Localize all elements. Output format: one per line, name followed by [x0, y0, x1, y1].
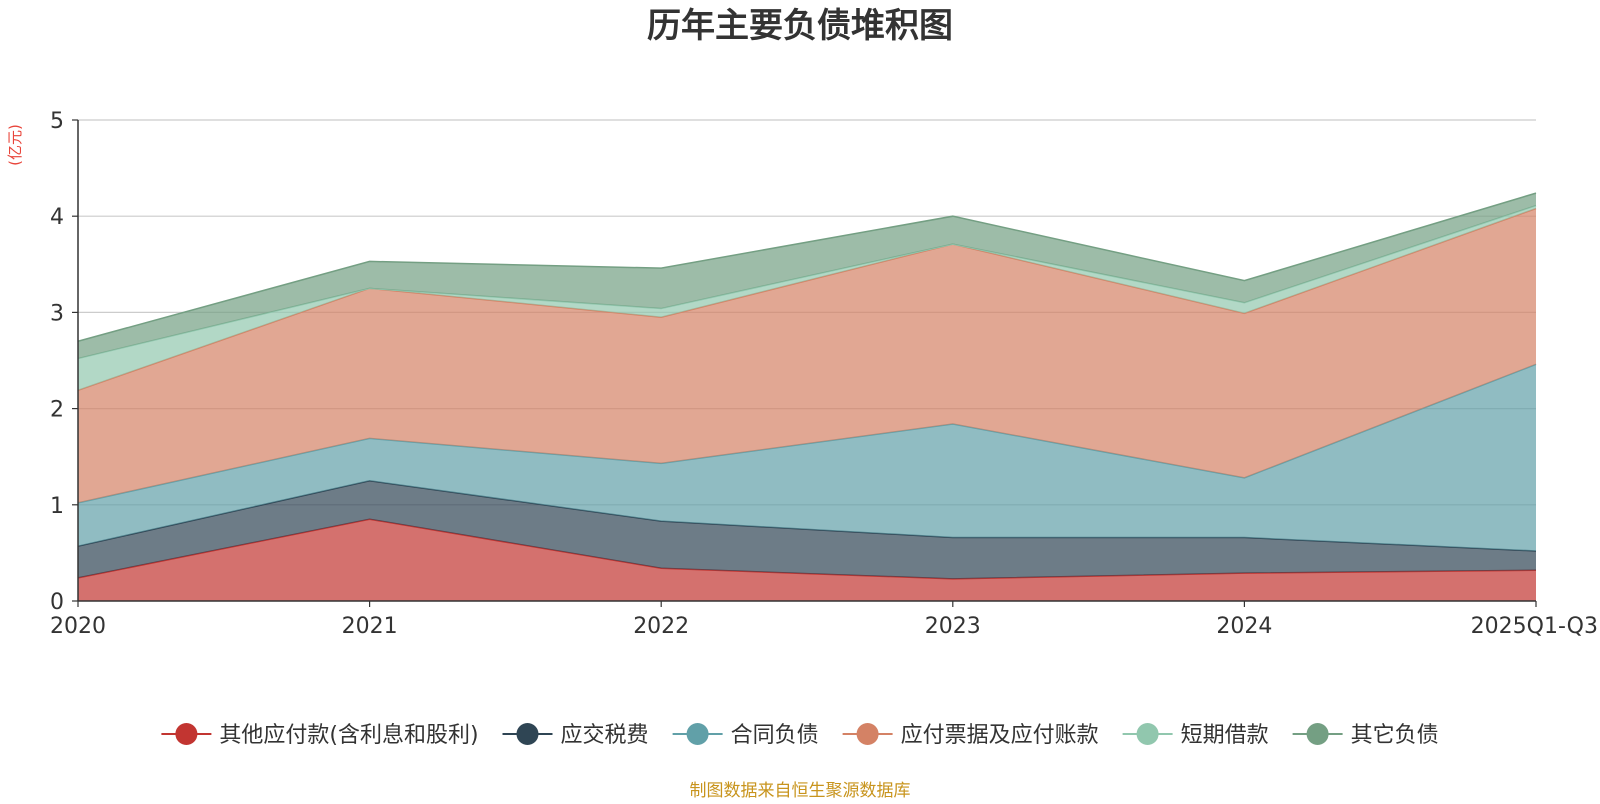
legend-item-1[interactable]: 应交税费	[502, 723, 649, 748]
legend-circle-icon	[1136, 723, 1159, 745]
area-series-0[interactable]	[78, 519, 1536, 601]
legend-circle-icon	[1306, 723, 1329, 745]
area-series-5[interactable]	[78, 193, 1536, 359]
y-tick-label: 4	[50, 205, 64, 230]
legend-label: 短期借款	[1181, 723, 1269, 748]
y-tick-label: 2	[50, 398, 64, 423]
y-tick-label: 3	[50, 301, 64, 326]
legend-label: 其他应付款(含利息和股利)	[219, 723, 478, 748]
y-tick-label: 5	[50, 109, 64, 134]
x-tick-label: 2023	[925, 614, 981, 639]
legend-item-0[interactable]: 其他应付款(含利息和股利)	[161, 723, 479, 748]
y-tick-label: 0	[50, 590, 64, 615]
area-series-3[interactable]	[78, 208, 1536, 503]
legend-label: 合同负债	[731, 723, 819, 748]
legend-item-3[interactable]: 应付票据及应付账款	[842, 723, 1099, 748]
legend-item-2[interactable]: 合同负债	[672, 723, 819, 748]
chart-title: 历年主要负债堆积图	[647, 6, 953, 46]
legend-circle-icon	[516, 723, 539, 745]
legend-circle-icon	[686, 723, 709, 745]
y-tick-label: 1	[50, 494, 64, 519]
legend: 其他应付款(含利息和股利) 应交税费 合同负债 应付票据及应付账款 短期借款 其它负债	[161, 723, 1439, 748]
legend-label: 应交税费	[561, 723, 649, 748]
x-tick-label: 2022	[633, 614, 689, 639]
x-tick-label: 2020	[50, 614, 106, 639]
y-axis-unit-label: (亿元)	[6, 124, 24, 166]
legend-item-4[interactable]: 短期借款	[1122, 723, 1269, 748]
area-series-top-line-0	[77, 518, 1537, 580]
legend-item-5[interactable]: 其它负债	[1292, 723, 1439, 748]
legend-circle-icon	[856, 723, 879, 745]
x-tick-label: 2025Q1-Q3	[1471, 614, 1598, 639]
legend-label: 其它负债	[1351, 723, 1439, 748]
legend-label: 应付票据及应付账款	[901, 723, 1099, 748]
x-tick-label: 2024	[1216, 614, 1272, 639]
area-series-2[interactable]	[78, 364, 1536, 551]
legend-circle-icon	[175, 723, 198, 745]
data-source-note: 制图数据来自恒生聚源数据库	[690, 781, 911, 800]
x-tick-label: 2021	[342, 614, 398, 639]
area-series-group	[77, 192, 1537, 601]
axes: 0 1 2 3 4 5 2020 2021 2022 2023 2024 2025Q1-Q3	[50, 109, 1598, 639]
area-series-top-line-5	[77, 192, 1537, 342]
